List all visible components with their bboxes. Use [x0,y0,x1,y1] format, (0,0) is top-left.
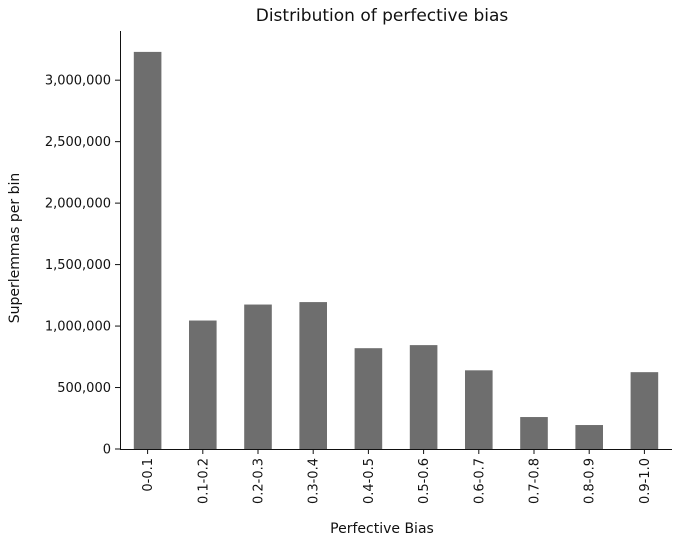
y-tick-label: 2,000,000 [45,197,111,212]
y-tick-label: 0 [103,443,111,458]
y-tick-label: 3,000,000 [45,74,111,89]
y-axis-label: Superlemmas per bin [7,173,23,323]
bar-0.6-0.7 [465,370,493,449]
y-tick-label: 500,000 [57,381,111,396]
x-tick-label: 0.8-0.9 [583,458,598,504]
bar-0.9-1.0 [630,372,659,449]
x-ticks-group: 0-0.1 0.1-0.2 0.2-0.3 0.3-0.4 0.4-0.5 0.5-0.6… [141,449,653,504]
x-tick-label: 0.3-0.4 [307,458,322,504]
bar-0.1-0.2 [189,320,217,449]
bar-0.4-0.5 [354,348,383,449]
bar-0.3-0.4 [299,302,327,449]
bar-0.2-0.3 [244,304,272,449]
bars-group [133,51,659,450]
y-tick-label: 1,500,000 [45,258,111,273]
x-tick-label: 0.4-0.5 [362,458,377,504]
x-tick-label: 0.6-0.7 [472,458,487,504]
y-tick-label: 1,000,000 [45,320,111,335]
bar-0-0.1 [133,51,162,450]
x-tick-label: 0.7-0.8 [528,458,543,504]
axes-group [120,31,672,450]
x-tick-label: 0-0.1 [141,458,156,492]
chart-title: Distribution of perfective bias [256,6,509,26]
x-tick-label: 0.9-1.0 [638,458,653,504]
x-tick-label: 0.5-0.6 [417,458,432,504]
x-tick-label: 0.2-0.3 [252,458,267,504]
x-axis-label: Perfective Bias [330,521,434,537]
x-tick-label: 0.1-0.2 [196,458,211,504]
bar-0.5-0.6 [409,345,438,449]
y-tick-label: 2,500,000 [45,135,111,150]
bar-0.7-0.8 [520,417,548,449]
y-ticks-group: 0 500,000 1,000,000 1,500,000 2,000,000 2,500… [45,74,120,458]
bar-0.8-0.9 [575,425,603,449]
